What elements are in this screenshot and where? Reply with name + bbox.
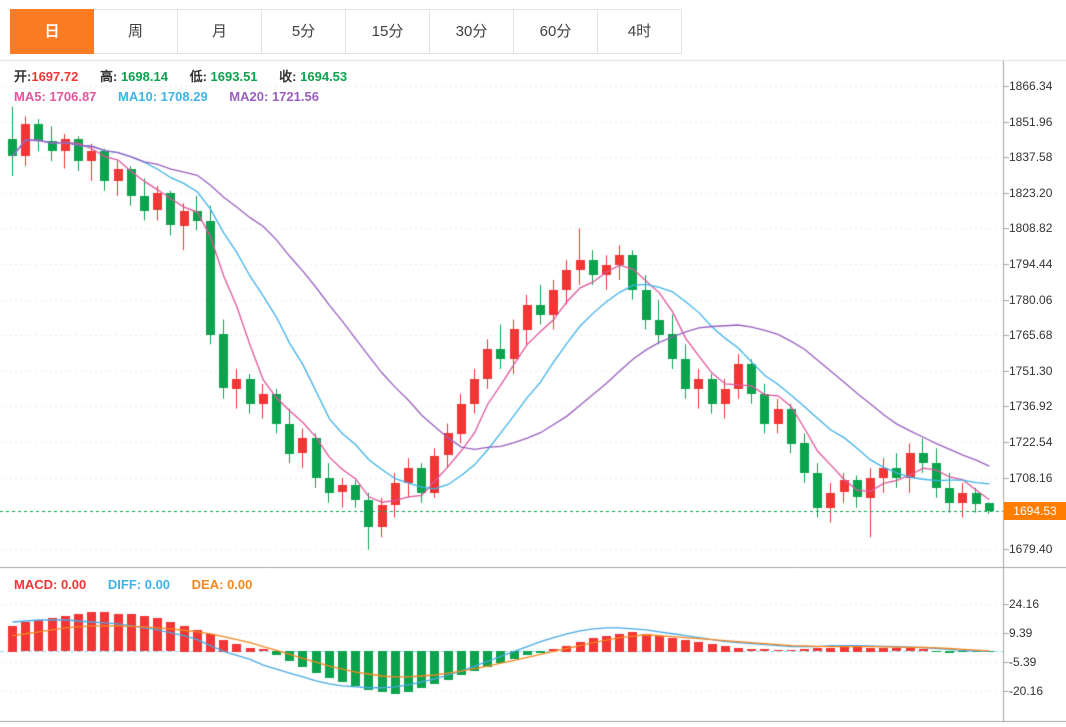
tab-15m[interactable]: 15分 [346,9,430,54]
ohlc-info-bar: 开:1697.72 高: 1698.14 低: 1693.51 收: 1694.… [14,66,365,85]
price-axis-label: 1722.54 [1009,435,1053,449]
tab-1d[interactable]: 日 [10,9,94,54]
price-axis-label: 1780.06 [1009,292,1053,307]
high-label: 高: [99,69,118,84]
macd-info-bar: MACD: 0.00 DIFF: 0.00 DEA: 0.00 [14,577,270,592]
macd-axis-label: 24.16 [1009,597,1040,611]
ma-info-bar: MA5: 1706.87 MA10: 1708.29 MA20: 1721.56 [14,89,337,104]
macd-axis-label: -20.16 [1009,684,1044,699]
tab-5m[interactable]: 5分 [262,9,346,54]
price-axis-label: 1866.34 [1009,79,1053,93]
tab-1w[interactable]: 周 [94,9,178,54]
high-group: 高: 1698.14 [100,69,168,84]
price-axis-label: 1794.44 [1009,257,1053,271]
diff-group: DIFF: 0.00 [108,577,170,592]
tab-4h[interactable]: 4时 [598,9,682,54]
ma20-label: MA20: [229,89,269,104]
open-group: 开:1697.72 [14,69,78,84]
last-price-tag: 1694.53 [1004,502,1066,520]
tab-30m[interactable]: 30分 [430,9,514,54]
ma10-label: MA10: [118,89,158,104]
price-axis-label: 1751.30 [1009,363,1053,378]
ma10-value: 1708.29 [160,89,208,104]
price-axis: 1866.34 1851.96 1837.58 1823.20 1808.82 1794.… [1009,0,1065,727]
ma5-group: MA5: 1706.87 [14,89,96,104]
dea-value: 0.00 [227,577,253,592]
macd-axis: 24.16 9.39 -5.39 -20.16 [1009,0,1065,727]
tab-60m[interactable]: 60分 [514,9,598,54]
low-value: 1693.51 [210,69,258,84]
low-label: 低: [189,69,207,84]
macd-axis-label: 9.39 [1009,626,1033,640]
ma20-value: 1721.56 [271,89,319,104]
tab-1mo[interactable]: 月 [178,9,262,54]
close-value: 1694.53 [300,69,348,84]
price-axis-label: 1765.68 [1009,328,1053,343]
close-label: 收: [279,69,297,84]
macd-axis-label: -5.39 [1009,655,1037,670]
diff-value: 0.00 [144,577,171,592]
low-group: 低: 1693.51 [190,69,258,84]
timeframe-tabbar: 日周月 5分 15分 30分 60分 4时 [10,9,682,54]
price-axis-label: 1851.96 [1009,114,1053,129]
price-axis-label: 1708.16 [1009,470,1053,485]
close-group: 收: 1694.53 [279,69,347,84]
diff-label: DIFF: [107,577,142,592]
dea-group: DEA: 0.00 [192,577,253,592]
price-axis-label: 1679.40 [1009,541,1053,556]
open-value: 1697.72 [31,69,79,84]
price-axis-label: 1736.92 [1009,399,1053,414]
high-value: 1698.14 [120,69,168,84]
open-label: 开: [14,69,32,84]
ma5-value: 1706.87 [49,89,97,104]
macd-group: MACD: 0.00 [14,577,86,592]
price-axis-label: 1837.58 [1009,150,1053,165]
macd-value: 0.00 [60,577,87,592]
price-axis-label: 1823.20 [1009,185,1053,200]
macd-label: MACD: [14,577,58,592]
ma10-group: MA10: 1708.29 [118,89,208,104]
ma20-group: MA20: 1721.56 [229,89,319,104]
ma5-label: MA5: [14,89,46,104]
price-axis-label: 1808.82 [1009,221,1053,236]
dea-label: DEA: [191,577,224,592]
